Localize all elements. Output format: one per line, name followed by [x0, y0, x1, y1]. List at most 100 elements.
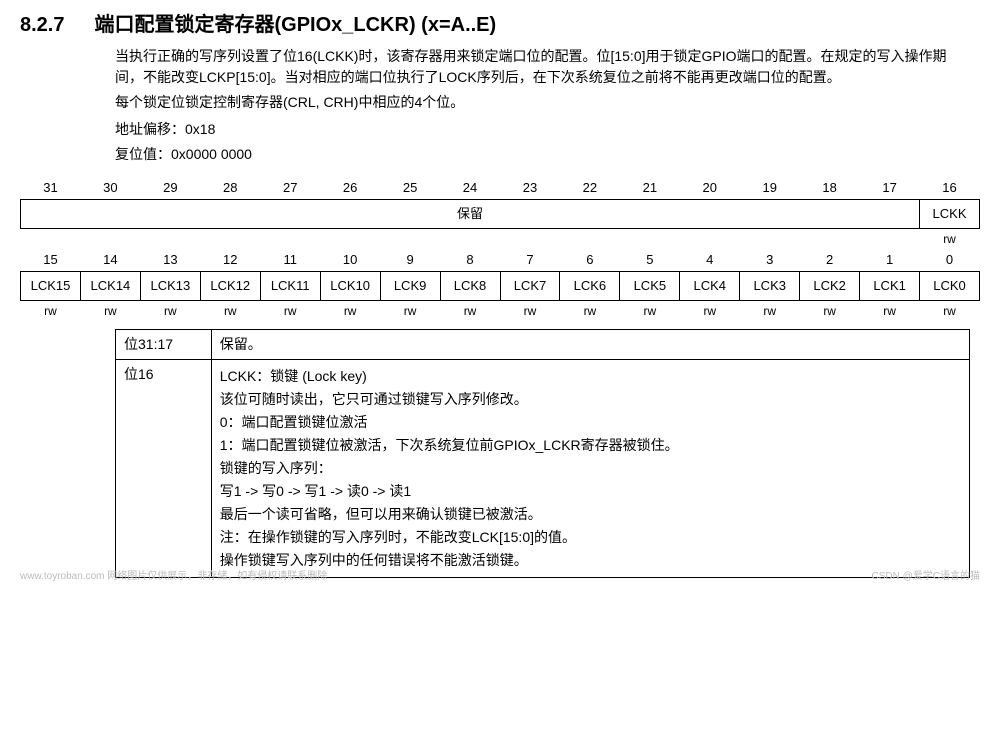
bit-table-high: 31 30 29 28 27 26 25 24 23 22 21 20 19 1… [20, 177, 980, 249]
intro-paragraph-1: 当执行正确的写序列设置了位16(LCKK)时，该寄存器用来锁定端口位的配置。位[… [115, 46, 970, 88]
bit-name: LCK5 [620, 272, 680, 301]
rw-cell: rw [860, 301, 920, 322]
bit-num: 30 [80, 177, 140, 200]
bit-table-low: 15 14 13 12 11 10 9 8 7 6 5 4 3 2 1 0 LC… [20, 249, 980, 321]
reset-value: 0x0000 0000 [171, 146, 252, 162]
bit-num: 17 [860, 177, 920, 200]
bit-num: 31 [21, 177, 81, 200]
bit-num: 1 [860, 249, 920, 272]
bit-name: LCK13 [140, 272, 200, 301]
rw-cell: rw [140, 301, 200, 322]
rw-cell: rw [320, 301, 380, 322]
reserved-cell: 保留 [21, 200, 920, 229]
bit-name: LCK6 [560, 272, 620, 301]
bit-num: 28 [200, 177, 260, 200]
rw-cell: rw [920, 301, 980, 322]
rw-cell: rw [380, 301, 440, 322]
rw-cell: rw [800, 301, 860, 322]
bit-num: 16 [920, 177, 980, 200]
rw-cell: rw [560, 301, 620, 322]
lckk-cell: LCKK [920, 200, 980, 229]
watermark-left: www.toyroban.com 网络图片仅供展示，非存储，如有侵权请联系删除 [20, 569, 327, 584]
intro-paragraph-2: 每个锁定位锁定控制寄存器(CRL, CRH)中相应的4个位。 [115, 92, 970, 113]
bit-num: 26 [320, 177, 380, 200]
bit-field: 位31:17 [116, 330, 212, 360]
bit-num: 25 [380, 177, 440, 200]
reset-value-label: 复位值： [115, 146, 171, 162]
bit-num: 21 [620, 177, 680, 200]
bit-num: 11 [260, 249, 320, 272]
bit-num: 13 [140, 249, 200, 272]
description-table: 位31:17 保留。 位16 LCKK：锁键 (Lock key) 该位可随时读… [115, 329, 970, 578]
bit-num: 18 [800, 177, 860, 200]
bit-name: LCK14 [80, 272, 140, 301]
bit-name: LCK15 [21, 272, 81, 301]
bit-description: LCKK：锁键 (Lock key) 该位可随时读出，它只可通过锁键写入序列修改… [211, 360, 969, 578]
bit-num: 0 [920, 249, 980, 272]
rw-cell: rw [740, 301, 800, 322]
rw-empty [21, 229, 920, 250]
bit-name: LCK12 [200, 272, 260, 301]
desc-line: 0：端口配置锁键位激活 [220, 412, 961, 433]
bit-field: 位16 [116, 360, 212, 578]
bit-name: LCK8 [440, 272, 500, 301]
bit-name: LCK0 [920, 272, 980, 301]
desc-line: 操作锁键写入序列中的任何错误将不能激活锁键。 [220, 550, 961, 571]
rw-cell: rw [21, 301, 81, 322]
watermark-right: CSDN @爱学C语言的猫 [872, 569, 981, 584]
bit-num: 29 [140, 177, 200, 200]
section-number: 8.2.7 [20, 10, 64, 40]
rw-cell: rw [80, 301, 140, 322]
bit-name: LCK1 [860, 272, 920, 301]
address-offset-value: 0x18 [185, 121, 215, 137]
bit-name: LCK3 [740, 272, 800, 301]
reset-value-line: 复位值：0x0000 0000 [115, 144, 970, 165]
table-row: 位16 LCKK：锁键 (Lock key) 该位可随时读出，它只可通过锁键写入… [116, 360, 970, 578]
bit-num: 12 [200, 249, 260, 272]
bit-name: LCK4 [680, 272, 740, 301]
rw-row-low: rw rw rw rw rw rw rw rw rw rw rw rw rw r… [21, 301, 980, 322]
table-row: 位31:17 保留。 [116, 330, 970, 360]
bit-num: 14 [80, 249, 140, 272]
desc-line: 注：在操作锁键的写入序列时，不能改变LCK[15:0]的值。 [220, 527, 961, 548]
bit-num: 20 [680, 177, 740, 200]
rw-cell: rw [440, 301, 500, 322]
desc-title: LCKK：锁键 (Lock key) [220, 366, 961, 387]
section-header: 8.2.7 端口配置锁定寄存器(GPIOx_LCKR) (x=A..E) [20, 10, 980, 40]
rw-cell: rw [920, 229, 980, 250]
bit-numbers-row-low: 15 14 13 12 11 10 9 8 7 6 5 4 3 2 1 0 [21, 249, 980, 272]
desc-line: 最后一个读可省略，但可以用来确认锁键已被激活。 [220, 504, 961, 525]
desc-line: 该位可随时读出，它只可通过锁键写入序列修改。 [220, 389, 961, 410]
bit-num: 27 [260, 177, 320, 200]
rw-cell: rw [500, 301, 560, 322]
bit-numbers-row-high: 31 30 29 28 27 26 25 24 23 22 21 20 19 1… [21, 177, 980, 200]
bit-num: 2 [800, 249, 860, 272]
desc-line: 1：端口配置锁键位被激活，下次系统复位前GPIOx_LCKR寄存器被锁住。 [220, 435, 961, 456]
bit-name: LCK11 [260, 272, 320, 301]
bit-num: 8 [440, 249, 500, 272]
bit-num: 22 [560, 177, 620, 200]
rw-cell: rw [680, 301, 740, 322]
section-title: 端口配置锁定寄存器(GPIOx_LCKR) (x=A..E) [94, 10, 496, 40]
bit-num: 10 [320, 249, 380, 272]
desc-line: 写1 -> 写0 -> 写1 -> 读0 -> 读1 [220, 481, 961, 502]
bit-name: LCK10 [320, 272, 380, 301]
bit-name: LCK9 [380, 272, 440, 301]
rw-cell: rw [260, 301, 320, 322]
bit-num: 6 [560, 249, 620, 272]
bit-name: LCK2 [800, 272, 860, 301]
bit-num: 15 [21, 249, 81, 272]
rw-row-high: rw [21, 229, 980, 250]
address-offset-label: 地址偏移： [115, 121, 185, 137]
bit-num: 23 [500, 177, 560, 200]
address-offset-line: 地址偏移：0x18 [115, 119, 970, 140]
bit-names-row-high: 保留 LCKK [21, 200, 980, 229]
bit-num: 3 [740, 249, 800, 272]
bit-name: LCK7 [500, 272, 560, 301]
bit-num: 4 [680, 249, 740, 272]
bit-description: 保留。 [211, 330, 969, 360]
bit-num: 24 [440, 177, 500, 200]
bit-num: 7 [500, 249, 560, 272]
rw-cell: rw [620, 301, 680, 322]
desc-line: 锁键的写入序列： [220, 458, 961, 479]
